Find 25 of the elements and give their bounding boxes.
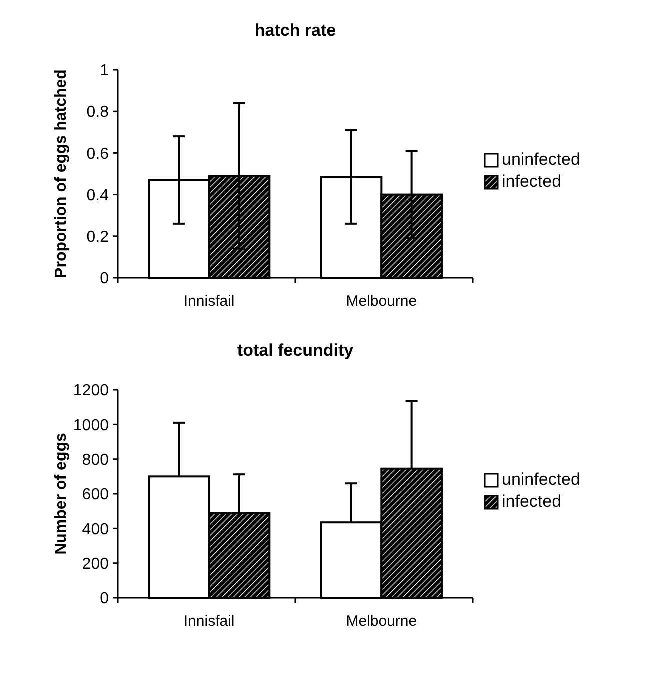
y-axis-title: Proportion of eggs hatched — [53, 70, 70, 278]
x-tick-label: Innisfail — [184, 293, 235, 310]
y-tick-label: 0.6 — [86, 146, 110, 163]
y-tick-label: 1000 — [73, 417, 110, 434]
y-tick-label: 0.2 — [86, 229, 110, 246]
y-tick-label: 1 — [100, 62, 110, 80]
chart-title: total fecundity — [237, 341, 354, 360]
x-tick-label: Innisfail — [184, 613, 235, 630]
y-tick-label: 200 — [82, 556, 110, 573]
x-tick-label: Melbourne — [346, 293, 418, 310]
x-tick-label: Melbourne — [346, 613, 418, 630]
y-axis-title: Number of eggs — [53, 433, 70, 555]
legend-label: infected — [502, 492, 562, 511]
y-tick-label: 400 — [82, 521, 110, 538]
chart-title: hatch rate — [254, 21, 336, 40]
y-tick-label: 0 — [100, 590, 110, 608]
y-tick-label: 0.4 — [86, 187, 110, 204]
y-tick-label: 600 — [82, 486, 110, 504]
legend-label: uninfected — [502, 470, 580, 489]
y-tick-label: 1200 — [73, 382, 110, 400]
legend-label: infected — [502, 172, 562, 191]
y-tick-label: 0 — [100, 270, 110, 288]
y-tick-label: 0.8 — [86, 104, 110, 122]
legend-label: uninfected — [502, 150, 580, 169]
y-tick-label: 800 — [82, 452, 110, 469]
